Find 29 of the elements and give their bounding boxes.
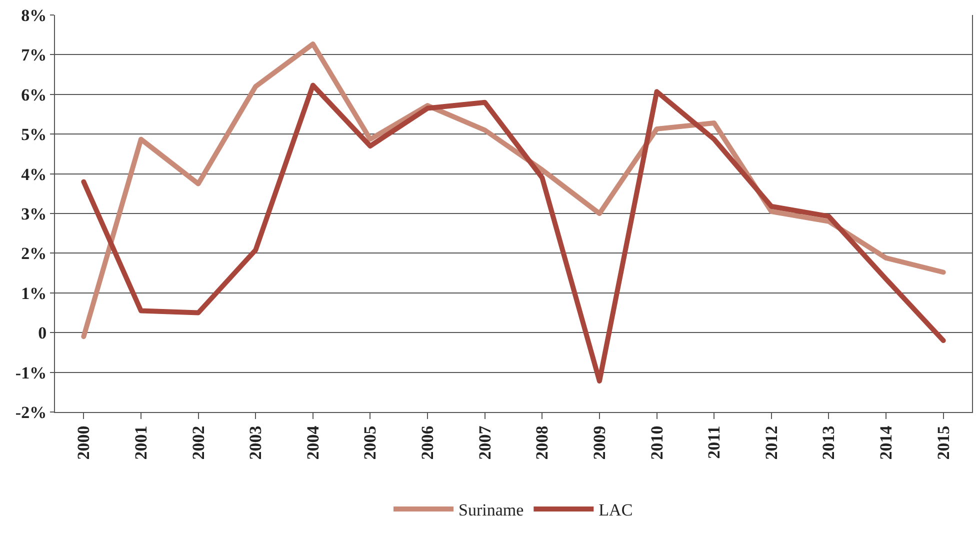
x-tick-label: 2001 xyxy=(131,426,150,460)
y-tick-label: 1% xyxy=(21,284,47,303)
y-tick-label: 4% xyxy=(21,164,47,184)
x-tick-label: 2013 xyxy=(819,426,838,460)
x-tick-label: 2009 xyxy=(590,426,609,460)
x-tick-label: 2008 xyxy=(532,426,552,460)
x-tick-label: 2010 xyxy=(647,426,666,460)
x-tick-label: 2015 xyxy=(934,426,953,460)
y-tick-label: 0 xyxy=(38,324,47,343)
x-tick-label: 2014 xyxy=(876,425,896,460)
x-tick-label: 2011 xyxy=(704,426,724,459)
x-tick-label: 2007 xyxy=(475,425,494,460)
y-tick-label: 8% xyxy=(21,6,47,25)
y-tick-label: 2% xyxy=(21,244,47,264)
y-tick-label: -1% xyxy=(15,363,47,382)
x-tick-label: 2012 xyxy=(762,426,781,460)
x-tick-label: 2003 xyxy=(246,426,266,460)
y-tick-label: 3% xyxy=(21,204,47,224)
x-tick-label: 2004 xyxy=(303,425,322,460)
x-tick-label: 2006 xyxy=(418,426,438,460)
y-tick-label: 7% xyxy=(21,46,47,65)
legend-label: Suriname xyxy=(458,500,524,520)
legend-label: LAC xyxy=(598,500,633,520)
y-tick-label: -2% xyxy=(15,402,47,422)
x-tick-label: 2000 xyxy=(74,426,94,460)
x-tick-label: 2005 xyxy=(360,426,380,460)
x-tick-label: 2002 xyxy=(188,426,208,460)
y-tick-label: 6% xyxy=(21,85,47,104)
y-tick-label: 5% xyxy=(21,125,47,144)
